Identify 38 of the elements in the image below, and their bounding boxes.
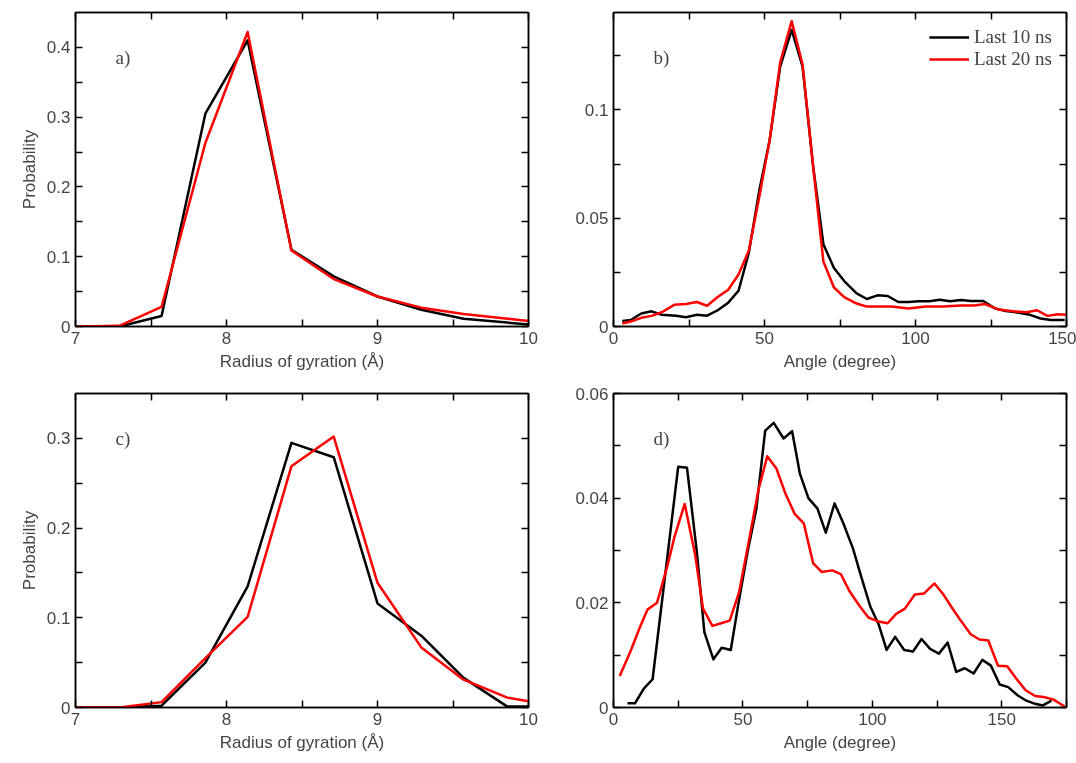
x-tick-label: 8 — [221, 709, 232, 729]
y-tick-label: 0.3 — [46, 108, 71, 128]
y-tick-label: 0.2 — [46, 177, 71, 197]
x-tick-label: 100 — [858, 709, 887, 729]
x-axis-title: Radius of gyration (Å) — [219, 351, 385, 371]
y-tick-label: 0.06 — [575, 384, 609, 404]
x-tick-label: 10 — [519, 328, 538, 348]
x-tick-label: 9 — [372, 328, 383, 348]
y-tick-label: 0.1 — [46, 247, 71, 267]
x-tick-label: 7 — [70, 709, 81, 729]
x-tick-label: 50 — [733, 709, 753, 729]
annotation: a) — [115, 47, 131, 69]
x-tick-label: 7 — [70, 328, 81, 348]
y-tick-label: 0.3 — [46, 429, 71, 449]
y-tick-label: 0.1 — [584, 100, 609, 120]
annotation: d) — [653, 428, 670, 450]
y-tick-label: 0.04 — [575, 489, 609, 509]
annotation: b) — [653, 47, 670, 69]
y-axis-title: Probability — [19, 129, 39, 210]
x-tick-label: 50 — [755, 328, 774, 348]
y-tick-label: 0.2 — [46, 519, 71, 539]
x-tick-label: 150 — [1048, 328, 1076, 348]
y-tick-label: 0.02 — [575, 593, 609, 613]
annotation: c) — [115, 428, 131, 450]
y-axis-title: Probability — [19, 510, 39, 591]
x-axis-title: Angle (degree) — [783, 732, 897, 752]
legend-label: Last 10 ns — [973, 26, 1052, 48]
x-tick-label: 9 — [372, 709, 383, 729]
x-axis-title: Angle (degree) — [783, 351, 897, 371]
y-tick-label: 0.4 — [46, 38, 71, 58]
y-tick-label: 0.05 — [575, 209, 609, 229]
x-tick-label: 100 — [901, 328, 930, 348]
x-tick-label: 10 — [519, 709, 538, 729]
x-tick-label: 8 — [221, 328, 232, 348]
legend-label: Last 20 ns — [973, 48, 1052, 70]
y-tick-label: 0.1 — [46, 608, 71, 628]
x-tick-label: 150 — [987, 709, 1016, 729]
x-axis-title: Radius of gyration (Å) — [219, 732, 385, 752]
